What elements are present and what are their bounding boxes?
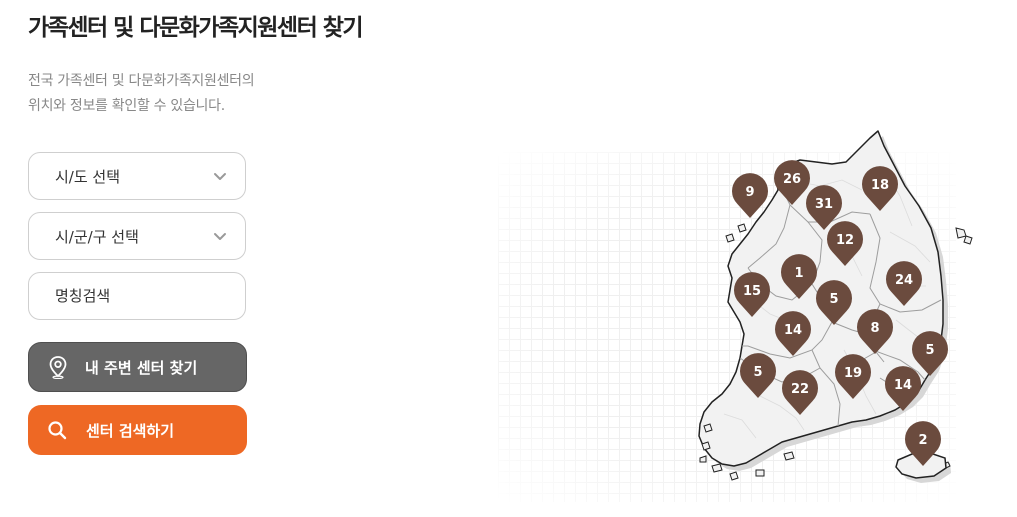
map-pin-icon (774, 160, 811, 205)
map-marker-gyeongbuk[interactable]: 24 (885, 261, 922, 306)
sigungu-select[interactable]: 시/군/구 선택 (28, 212, 246, 260)
map-pin-icon (731, 173, 768, 218)
map-pin-icon (740, 353, 776, 398)
map-pin-icon (806, 185, 842, 230)
name-search-input[interactable] (55, 287, 225, 305)
map-pin-icon (816, 280, 853, 325)
description-line-1: 전국 가족센터 및 다문화가족지원센터의 (28, 73, 255, 89)
map-marker-count: 5 (753, 365, 762, 380)
map-pin-icon (911, 331, 948, 376)
map-pin-icon (734, 272, 770, 317)
chevron-down-icon (214, 233, 226, 240)
map-marker-count: 2 (918, 433, 927, 448)
map-pin-icon (905, 421, 941, 466)
map-pin-icon (781, 254, 817, 299)
map-marker-count: 14 (784, 323, 802, 338)
map-marker-count: 22 (791, 382, 809, 397)
map-marker-count: 24 (895, 273, 913, 288)
region-markers: 9 26 31 18 12 1 15 5 24 14 8 5 5 19 22 14 2 (731, 160, 948, 466)
map-marker-count: 15 (743, 284, 761, 299)
sido-select-label: 시/도 선택 (55, 167, 121, 186)
map-marker-incheon[interactable]: 9 (731, 173, 768, 218)
map-pin-icon (862, 166, 898, 211)
map-marker-gwangju[interactable]: 5 (740, 353, 776, 398)
location-pin-icon (47, 355, 69, 379)
name-search-field[interactable] (28, 272, 246, 320)
map-pin-icon (857, 309, 893, 354)
map-marker-daegu[interactable]: 8 (857, 309, 893, 354)
map-marker-gangwon[interactable]: 18 (862, 166, 898, 211)
map-marker-count: 31 (815, 197, 833, 212)
map-marker-count: 18 (871, 178, 889, 193)
map-marker-gyeonggi[interactable]: 31 (806, 185, 842, 230)
map-marker-jeonnam[interactable]: 22 (782, 370, 818, 415)
map-pin-icon (834, 354, 871, 399)
islands (699, 223, 973, 481)
map-marker-sejong[interactable]: 1 (781, 254, 817, 299)
map-marker-count: 1 (794, 266, 803, 281)
map-marker-count: 19 (844, 366, 862, 381)
page-description: 전국 가족센터 및 다문화가족지원센터의 위치와 정보를 확인할 수 있습니다. (28, 69, 328, 119)
find-nearby-label: 내 주변 센터 찾기 (85, 358, 198, 377)
map-marker-daejeon[interactable]: 5 (816, 280, 853, 325)
search-icon (46, 418, 68, 442)
map-pin-icon (885, 261, 922, 306)
description-line-2: 위치와 정보를 확인할 수 있습니다. (28, 98, 225, 114)
map-marker-count: 9 (745, 185, 754, 200)
map-marker-chungbuk[interactable]: 12 (826, 221, 863, 266)
map-marker-ulsan[interactable]: 5 (911, 331, 948, 376)
chevron-down-icon (214, 173, 226, 180)
map-marker-count: 12 (836, 233, 854, 248)
sigungu-select-label: 시/군/구 선택 (55, 227, 139, 246)
find-nearby-button[interactable]: 내 주변 센터 찾기 (28, 342, 247, 392)
map-pin-icon (885, 366, 921, 411)
map-marker-count: 5 (925, 343, 934, 358)
map-pin-icon (826, 221, 863, 266)
map-marker-gyeongnam[interactable]: 19 (834, 354, 871, 399)
map-marker-chungnam[interactable]: 15 (734, 272, 770, 317)
map-marker-count: 14 (894, 378, 912, 393)
map-marker-busan[interactable]: 14 (885, 366, 921, 411)
map-marker-seoul[interactable]: 26 (774, 160, 811, 205)
map-marker-count: 26 (783, 172, 801, 187)
map-marker-count: 8 (870, 321, 879, 336)
map-marker-jeju[interactable]: 2 (905, 421, 941, 466)
page-title: 가족센터 및 다문화가족지원센터 찾기 (28, 15, 364, 41)
map-pin-icon (775, 311, 811, 356)
search-center-button[interactable]: 센터 검색하기 (28, 405, 247, 455)
search-center-label: 센터 검색하기 (86, 421, 175, 440)
sido-select[interactable]: 시/도 선택 (28, 152, 246, 200)
map-pin-icon (782, 370, 818, 415)
map-marker-count: 5 (829, 292, 838, 307)
map-marker-jeonbuk[interactable]: 14 (775, 311, 811, 356)
